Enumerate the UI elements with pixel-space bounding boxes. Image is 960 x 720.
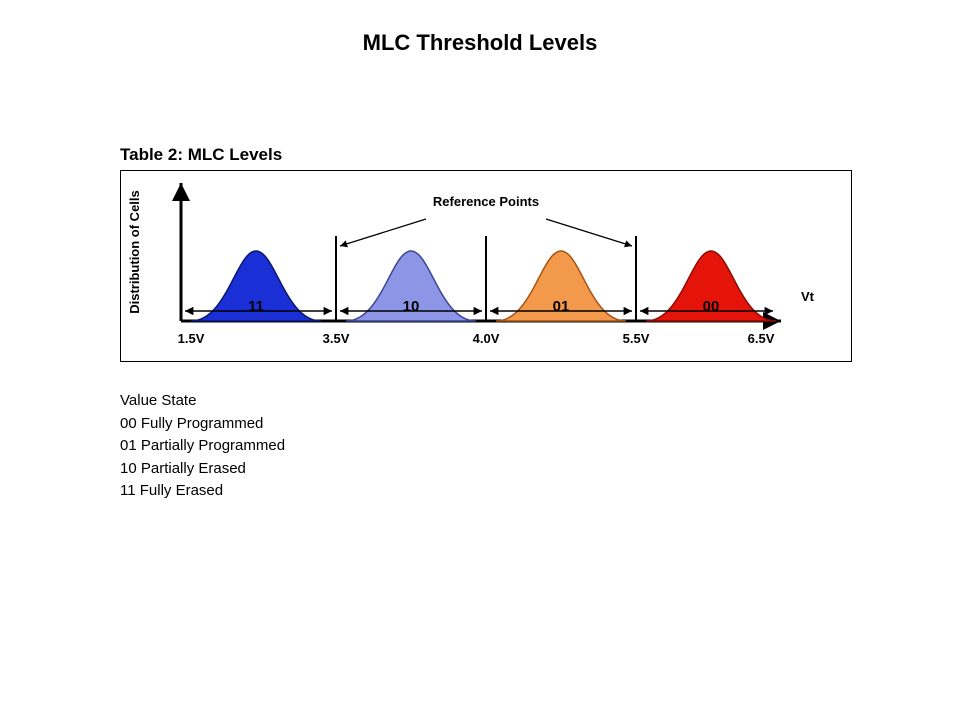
diagram-frame: Distribution of Cells Vt 11 10 01 00 Reference…: [120, 170, 852, 362]
figure-caption: Table 2: MLC Levels: [120, 145, 282, 165]
legend-item: 11 Fully Erased: [120, 480, 285, 503]
reference-arrow-right: [546, 219, 632, 246]
x-tick-label: 1.5V: [178, 331, 205, 346]
x-tick-label: 4.0V: [473, 331, 500, 346]
legend-title: Value State: [120, 390, 285, 413]
bell-label-00: 00: [703, 298, 720, 315]
bell-label-01: 01: [553, 298, 570, 315]
reference-points-label: Reference Points: [433, 194, 539, 209]
x-tick-label: 5.5V: [623, 331, 650, 346]
legend-items: 00 Fully Programmed01 Partially Programm…: [120, 413, 285, 503]
legend-item: 01 Partially Programmed: [120, 435, 285, 458]
bell-label-11: 11: [248, 298, 264, 315]
legend-item: 00 Fully Programmed: [120, 413, 285, 436]
x-tick-label: 6.5V: [748, 331, 775, 346]
legend-block: Value State 00 Fully Programmed01 Partia…: [120, 390, 285, 503]
legend-item: 10 Partially Erased: [120, 458, 285, 481]
x-axis-label: Vt: [801, 289, 815, 304]
bell-label-10: 10: [403, 298, 420, 315]
mlc-threshold-chart: Distribution of Cells Vt 11 10 01 00 Reference…: [121, 171, 851, 361]
x-tick-label: 3.5V: [323, 331, 350, 346]
page: MLC Threshold Levels Table 2: MLC Levels…: [0, 0, 960, 720]
page-title: MLC Threshold Levels: [0, 30, 960, 56]
y-axis-label: Distribution of Cells: [127, 190, 142, 314]
reference-arrow-left: [340, 219, 426, 246]
